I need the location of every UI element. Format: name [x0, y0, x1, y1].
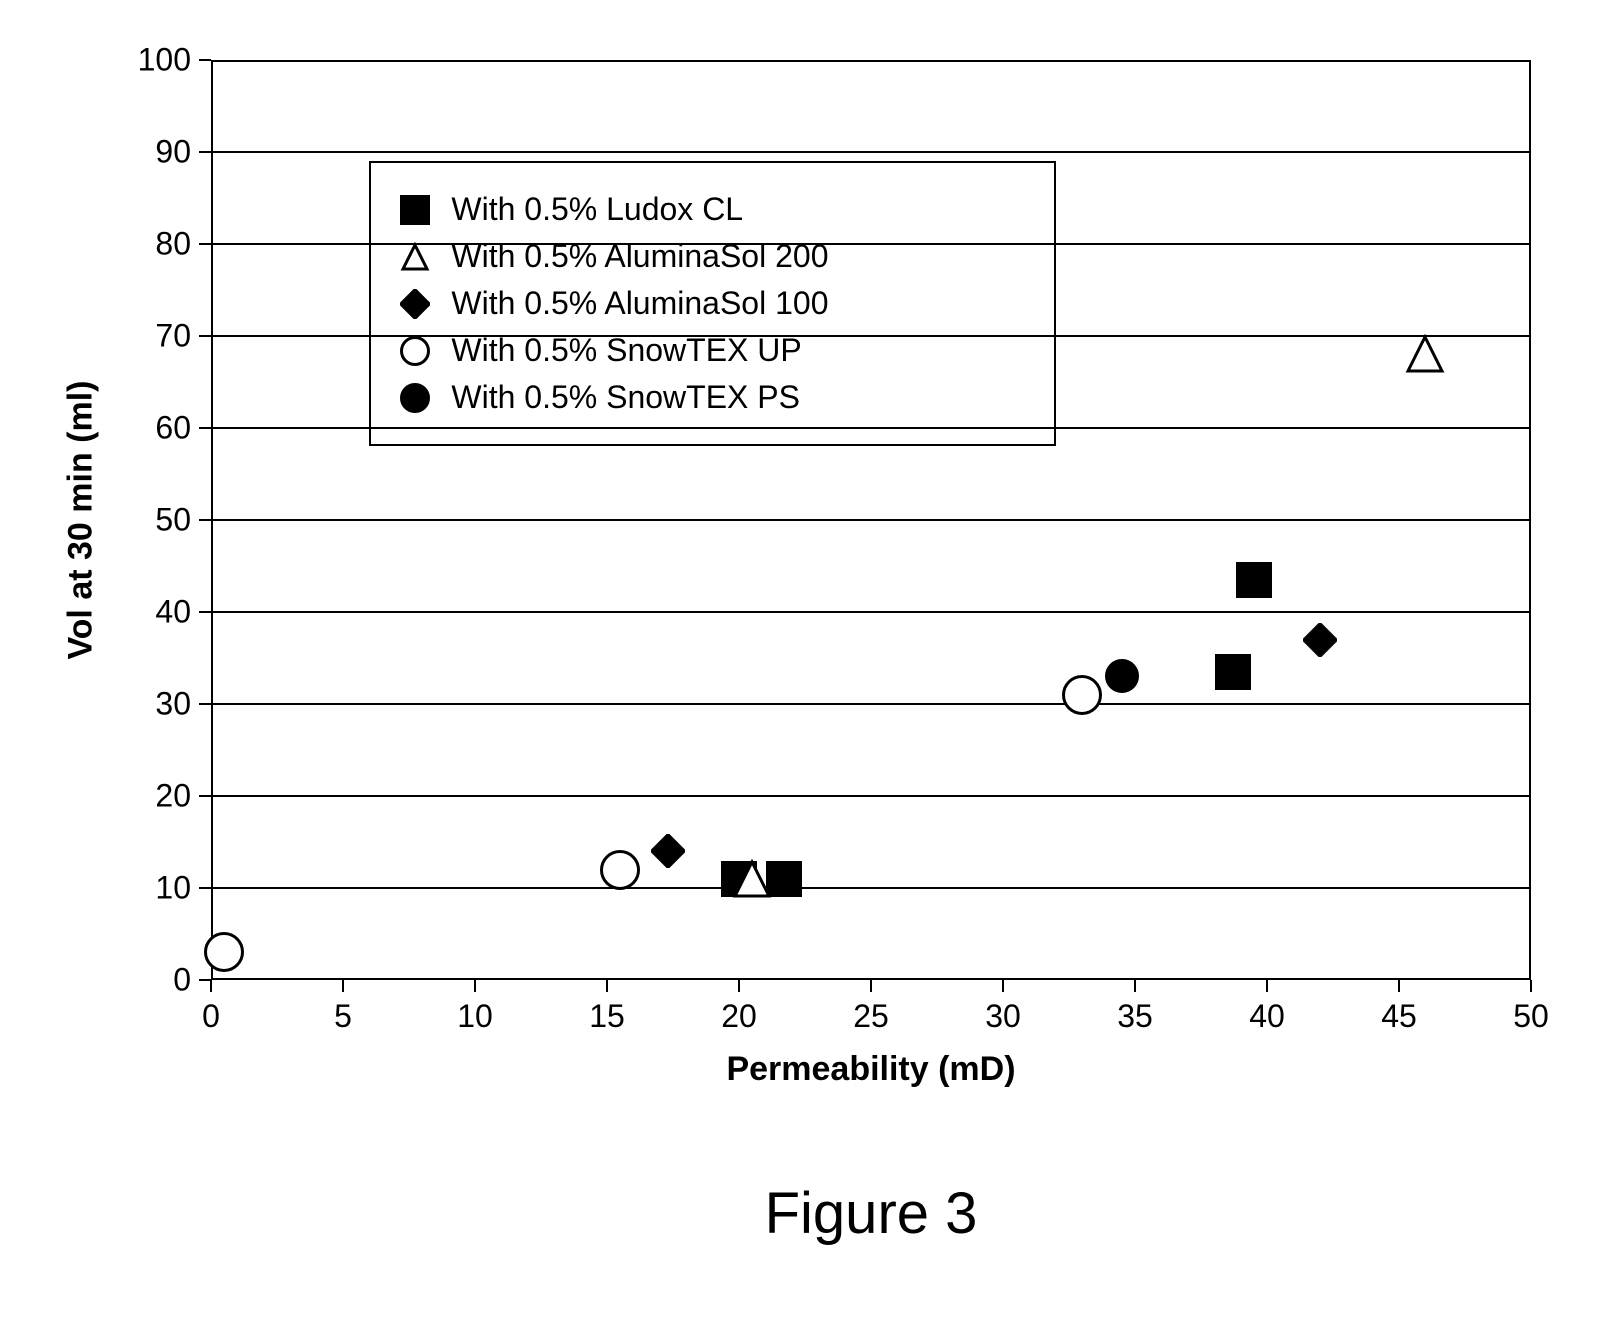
- y-gridline: [211, 519, 1531, 521]
- legend-label: With 0.5% Ludox CL: [451, 191, 743, 228]
- x-tick: [1266, 980, 1268, 992]
- legend-label: With 0.5% AluminaSol 100: [451, 285, 828, 322]
- x-tick-label: 40: [1249, 998, 1285, 1035]
- x-tick: [474, 980, 476, 992]
- x-tick: [1134, 980, 1136, 992]
- y-tick: [199, 335, 211, 337]
- legend-marker-icon: [393, 336, 437, 366]
- x-tick: [1002, 980, 1004, 992]
- x-tick-label: 0: [202, 998, 220, 1035]
- y-tick: [199, 611, 211, 613]
- x-tick: [1530, 980, 1532, 992]
- y-tick: [199, 887, 211, 889]
- y-tick-label: 60: [131, 410, 191, 447]
- x-tick-label: 25: [853, 998, 889, 1035]
- data-point-alumina100: [1303, 623, 1337, 657]
- legend: With 0.5% Ludox CLWith 0.5% AluminaSol 2…: [369, 161, 1055, 446]
- y-tick: [199, 151, 211, 153]
- y-tick-label: 30: [131, 686, 191, 723]
- legend-marker-icon: [393, 289, 437, 319]
- x-tick-label: 5: [334, 998, 352, 1035]
- y-gridline: [211, 335, 1531, 337]
- x-tick: [1398, 980, 1400, 992]
- x-tick-label: 20: [721, 998, 757, 1035]
- y-gridline: [211, 151, 1531, 153]
- legend-label: With 0.5% SnowTEX PS: [451, 379, 800, 416]
- y-gridline: [211, 703, 1531, 705]
- x-tick: [870, 980, 872, 992]
- y-tick-label: 70: [131, 318, 191, 355]
- y-tick: [199, 703, 211, 705]
- x-tick: [210, 980, 212, 992]
- data-point-snowtex_up: [1062, 675, 1102, 715]
- y-gridline: [211, 887, 1531, 889]
- legend-item-snowtex_up: With 0.5% SnowTEX UP: [393, 332, 1031, 369]
- legend-item-alumina100: With 0.5% AluminaSol 100: [393, 285, 1031, 322]
- x-tick-label: 15: [589, 998, 625, 1035]
- legend-label: With 0.5% SnowTEX UP: [451, 332, 801, 369]
- x-tick-label: 45: [1381, 998, 1417, 1035]
- x-axis-label: Permeability (mD): [726, 1050, 1015, 1089]
- y-tick-label: 90: [131, 134, 191, 171]
- x-tick: [738, 980, 740, 992]
- y-tick: [199, 427, 211, 429]
- chart-container: Vol at 30 min (ml) Permeability (mD) Fig…: [41, 40, 1581, 1300]
- y-tick-label: 50: [131, 502, 191, 539]
- legend-marker-icon: [393, 383, 437, 413]
- legend-marker-icon: [393, 195, 437, 225]
- y-gridline: [211, 427, 1531, 429]
- y-tick-label: 20: [131, 778, 191, 815]
- x-tick-label: 35: [1117, 998, 1153, 1035]
- y-axis-label: Vol at 30 min (ml): [62, 381, 101, 660]
- figure-caption: Figure 3: [765, 1180, 978, 1247]
- legend-item-snowtex_ps: With 0.5% SnowTEX PS: [393, 379, 1031, 416]
- y-tick: [199, 243, 211, 245]
- legend-item-ludox_cl: With 0.5% Ludox CL: [393, 191, 1031, 228]
- data-point-snowtex_up: [600, 850, 640, 890]
- x-tick-label: 30: [985, 998, 1021, 1035]
- y-tick-label: 80: [131, 226, 191, 263]
- x-tick-label: 50: [1513, 998, 1549, 1035]
- data-point-alumina100: [651, 834, 685, 868]
- x-tick: [606, 980, 608, 992]
- data-point-ludox_cl: [1215, 654, 1251, 690]
- y-tick-label: 40: [131, 594, 191, 631]
- data-point-ludox_cl: [1236, 562, 1272, 598]
- y-gridline: [211, 795, 1531, 797]
- y-tick: [199, 795, 211, 797]
- y-tick: [199, 59, 211, 61]
- data-point-snowtex_up: [204, 932, 244, 972]
- data-point-alumina200: [732, 859, 772, 899]
- y-gridline: [211, 243, 1531, 245]
- data-point-alumina200: [1405, 334, 1445, 374]
- y-tick-label: 100: [131, 42, 191, 79]
- legend-marker-icon: [393, 242, 437, 272]
- y-tick-label: 10: [131, 870, 191, 907]
- y-gridline: [211, 611, 1531, 613]
- y-tick-label: 0: [131, 962, 191, 999]
- x-tick: [342, 980, 344, 992]
- y-tick: [199, 519, 211, 521]
- data-point-snowtex_ps: [1105, 659, 1139, 693]
- x-tick-label: 10: [457, 998, 493, 1035]
